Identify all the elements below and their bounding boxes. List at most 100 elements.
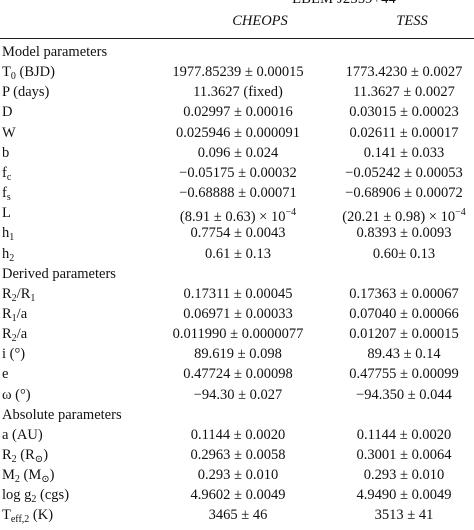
section-title: Derived parameters bbox=[2, 265, 116, 282]
cheops-value: 0.17311 ± 0.00045 bbox=[140, 284, 336, 304]
tess-value: 0.8393 ± 0.0093 bbox=[326, 223, 474, 243]
parameter-label-label: T bbox=[2, 507, 11, 524]
parameter-label-suffix2: ) bbox=[49, 467, 55, 484]
table-row: P (days) 11.3627 (fixed) 11.3627 ± 0.0027 bbox=[0, 82, 474, 102]
tess-value-text: 1773.4230 ± 0.0027 bbox=[345, 64, 463, 81]
cheops-value: 0.61 ± 0.13 bbox=[140, 244, 336, 264]
parameter-label: fc bbox=[2, 163, 11, 188]
cheops-value: 0.096 ± 0.024 bbox=[140, 143, 336, 163]
parameter-label: T0 (BJD) bbox=[2, 62, 55, 87]
parameter-label: b bbox=[2, 143, 9, 163]
parameter-label-label: i (°) bbox=[2, 346, 26, 363]
parameter-label-suffix: (K) bbox=[29, 507, 54, 524]
tess-value-text: −0.05242 ± 0.00053 bbox=[345, 164, 463, 181]
cheops-value: 0.02997 ± 0.00016 bbox=[140, 102, 336, 122]
parameter-label-label: h bbox=[2, 225, 10, 242]
tess-value: 0.17363 ± 0.00067 bbox=[326, 284, 474, 304]
parameter-label-label: R bbox=[2, 305, 12, 322]
tess-value-text: 0.3001 ± 0.0064 bbox=[356, 447, 452, 463]
table-row: W 0.025946 ± 0.000091 0.02611 ± 0.00017 bbox=[0, 123, 474, 143]
cheops-value-text: 0.1144 ± 0.0020 bbox=[190, 426, 286, 443]
parameter-label-sub2: 1 bbox=[30, 292, 36, 304]
parameter-label-sub: 2 bbox=[31, 494, 37, 506]
tess-value-text: −94.350 ± 0.044 bbox=[356, 386, 452, 403]
column-header-cheops: CHEOPS bbox=[232, 13, 288, 29]
cheops-value-text: 0.096 ± 0.024 bbox=[197, 144, 279, 161]
tess-value-text: 0.03015 ± 0.00023 bbox=[349, 104, 459, 121]
parameter-label-sub: s bbox=[6, 192, 11, 204]
parameter-label: ω (°) bbox=[2, 385, 31, 405]
cheops-value: 0.293 ± 0.010 bbox=[140, 465, 336, 485]
tess-value-text: 0.8393 ± 0.0093 bbox=[356, 225, 452, 242]
cheops-value-text: 3465 ± 46 bbox=[208, 507, 268, 524]
tess-value: 0.293 ± 0.010 bbox=[326, 465, 474, 485]
parameter-label-suffix: (M bbox=[19, 467, 42, 484]
tess-value: 4.9490 ± 0.0049 bbox=[326, 485, 474, 505]
tess-value-text: 4.9490 ± 0.0049 bbox=[356, 487, 452, 504]
tess-value: −0.68906 ± 0.00072 bbox=[326, 183, 474, 203]
tess-value: 89.43 ± 0.14 bbox=[326, 344, 474, 364]
tess-value-text: 0.17363 ± 0.00067 bbox=[349, 285, 459, 302]
tess-value: 3513 ± 41 bbox=[326, 505, 474, 525]
cheops-value: 0.011990 ± 0.0000077 bbox=[140, 324, 336, 344]
table-row: R1/a 0.06971 ± 0.00033 0.07040 ± 0.00066 bbox=[0, 304, 474, 324]
parameter-label: Teff,2 (K) bbox=[2, 505, 53, 530]
parameter-label: a (AU) bbox=[2, 425, 43, 445]
cheops-value-exponent: −4 bbox=[285, 207, 297, 219]
header-rule bbox=[0, 38, 474, 39]
parameter-label-label: T bbox=[2, 64, 11, 81]
table-row: D 0.02997 ± 0.00016 0.03015 ± 0.00023 bbox=[0, 102, 474, 122]
parameter-label-suffix: (R bbox=[16, 447, 35, 463]
cheops-value-text: 0.293 ± 0.010 bbox=[197, 467, 279, 484]
cheops-value-text: 0.06971 ± 0.00033 bbox=[183, 305, 293, 322]
tess-value: (20.21 ± 0.98) × 10−4 bbox=[326, 203, 474, 227]
parameter-label-suffix: /a bbox=[16, 305, 28, 322]
parameter-label-label: R bbox=[2, 285, 12, 302]
parameter-label: e bbox=[2, 364, 8, 384]
parameter-label: R2/a bbox=[2, 324, 27, 349]
parameter-label-label: f bbox=[2, 185, 7, 202]
parameter-label-label: W bbox=[2, 124, 16, 141]
parameter-label-label: D bbox=[2, 104, 13, 121]
table-row: M2 (M⊙) 0.293 ± 0.010 0.293 ± 0.010 bbox=[0, 465, 474, 485]
section-title: Absolute parameters bbox=[2, 406, 122, 423]
tess-value: 0.1144 ± 0.0020 bbox=[326, 425, 474, 445]
cheops-value-text: 0.011990 ± 0.0000077 bbox=[172, 326, 304, 343]
cheops-value-text: 0.7754 ± 0.0043 bbox=[190, 225, 286, 242]
cheops-value: −94.30 ± 0.027 bbox=[140, 385, 336, 405]
parameter-label-sub: 1 bbox=[11, 312, 17, 324]
table-row: ω (°) −94.30 ± 0.027 −94.350 ± 0.044 bbox=[0, 385, 474, 405]
cheops-value-text: 0.61 ± 0.13 bbox=[205, 245, 271, 262]
parameter-label-label: f bbox=[2, 164, 7, 181]
tess-value: 0.141 ± 0.033 bbox=[326, 143, 474, 163]
parameter-label: D bbox=[2, 102, 12, 122]
parameter-label-sub: eff,2 bbox=[10, 514, 30, 526]
cheops-value: 0.06971 ± 0.00033 bbox=[140, 304, 336, 324]
cheops-value: 89.619 ± 0.098 bbox=[140, 344, 336, 364]
cheops-value: 4.9602 ± 0.0049 bbox=[140, 485, 336, 505]
tess-value-text: 11.3627 ± 0.0027 bbox=[353, 84, 455, 101]
cheops-value: −0.68888 ± 0.00071 bbox=[140, 183, 336, 203]
table-row: R2/a 0.011990 ± 0.0000077 0.01207 ± 0.0001… bbox=[0, 324, 474, 344]
parameter-label-suffix: (cgs) bbox=[36, 487, 70, 504]
tess-value: 1773.4230 ± 0.0027 bbox=[326, 62, 474, 82]
parameter-label-sub: 1 bbox=[9, 232, 15, 244]
tess-value-text: 0.07040 ± 0.00066 bbox=[349, 305, 459, 322]
tess-value-exponent: −4 bbox=[455, 207, 466, 219]
tess-value: −94.350 ± 0.044 bbox=[326, 385, 474, 405]
tess-value-text: −0.68906 ± 0.00072 bbox=[345, 185, 463, 202]
table-row: b 0.096 ± 0.024 0.141 ± 0.033 bbox=[0, 143, 474, 163]
cheops-value: 0.025946 ± 0.000091 bbox=[140, 123, 336, 143]
tess-value: 0.07040 ± 0.00066 bbox=[326, 304, 474, 324]
parameter-label: M2 (M⊙) bbox=[2, 465, 55, 490]
cheops-value-text: 89.619 ± 0.098 bbox=[194, 346, 282, 363]
tess-value-text: 0.01207 ± 0.00015 bbox=[349, 326, 459, 343]
tess-value: 0.60± 0.13 bbox=[326, 244, 474, 264]
cheops-value-text: 0.025946 ± 0.000091 bbox=[176, 124, 300, 141]
table-row: h2 0.61 ± 0.13 0.60± 0.13 bbox=[0, 244, 474, 264]
parameter-label: P (days) bbox=[2, 82, 49, 102]
parameter-label-sub: 0 bbox=[10, 71, 16, 83]
cheops-value: 3465 ± 46 bbox=[140, 505, 336, 525]
table-row: Teff,2 (K) 3465 ± 46 3513 ± 41 bbox=[0, 505, 474, 525]
cheops-value: 0.1144 ± 0.0020 bbox=[140, 425, 336, 445]
